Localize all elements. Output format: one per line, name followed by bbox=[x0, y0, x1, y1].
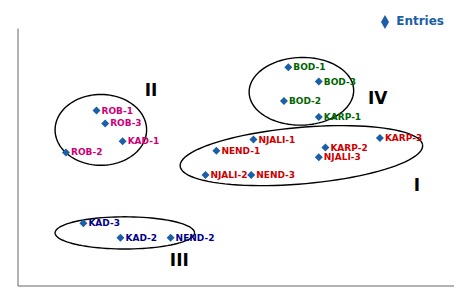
svg-text:III: III bbox=[170, 250, 189, 270]
svg-text:NEND-2: NEND-2 bbox=[176, 233, 215, 243]
svg-text:KAD-3: KAD-3 bbox=[88, 218, 120, 228]
svg-text:NJALI-2: NJALI-2 bbox=[210, 170, 247, 180]
svg-text:NEND-3: NEND-3 bbox=[256, 170, 295, 180]
svg-text:KARP-3: KARP-3 bbox=[385, 133, 422, 143]
svg-text:ROB-3: ROB-3 bbox=[110, 118, 141, 128]
svg-text:I: I bbox=[414, 175, 420, 195]
svg-text:IV: IV bbox=[368, 88, 388, 108]
svg-text:BOD-2: BOD-2 bbox=[289, 96, 321, 106]
svg-text:NEND-1: NEND-1 bbox=[221, 146, 260, 156]
svg-text:ROB-2: ROB-2 bbox=[71, 147, 102, 157]
svg-text:KAD-2: KAD-2 bbox=[125, 233, 157, 243]
svg-text:ROB-1: ROB-1 bbox=[101, 106, 132, 116]
svg-text:KARP-2: KARP-2 bbox=[330, 143, 367, 153]
svg-text:BOD-3: BOD-3 bbox=[324, 77, 356, 87]
svg-text:KARP-1: KARP-1 bbox=[324, 112, 361, 122]
svg-text:II: II bbox=[145, 80, 158, 100]
svg-text:BOD-1: BOD-1 bbox=[293, 62, 325, 72]
svg-text:KAD-1: KAD-1 bbox=[128, 136, 160, 146]
html-text:Entries: Entries bbox=[396, 14, 444, 28]
svg-text:NJALI-1: NJALI-1 bbox=[258, 135, 295, 145]
svg-text:NJALI-3: NJALI-3 bbox=[324, 152, 361, 162]
